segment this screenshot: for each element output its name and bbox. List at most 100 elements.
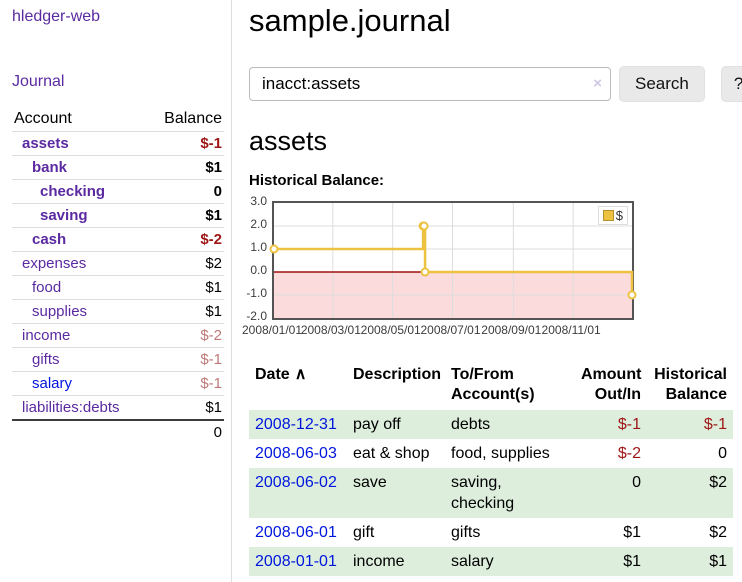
sidebar-account-link[interactable]: saving (40, 207, 88, 224)
transaction-balance: $1 (709, 553, 727, 570)
register-header-row: Date ∧ Description To/From Account(s) Amount… (249, 363, 733, 410)
x-tick-label: 2008/09/01 (481, 323, 542, 337)
transaction-amount: $1 (623, 553, 641, 570)
search-input[interactable] (249, 67, 611, 101)
y-tick-label: 3.0 (250, 194, 267, 208)
register-column-header: Amount Out/In (575, 363, 647, 410)
data-point-marker (419, 221, 429, 231)
register-table: Date ∧ Description To/From Account(s) Amount… (249, 363, 733, 576)
sidebar-account-row: liabilities:debts $1 (12, 395, 224, 420)
sidebar-account-row: cash $-2 (12, 227, 224, 252)
transaction-amount: $-1 (617, 416, 641, 433)
sidebar-account-row: salary $-1 (12, 371, 224, 396)
accounts-header-balance: Balance (164, 110, 222, 127)
sidebar-account-link[interactable]: gifts (32, 351, 60, 368)
register-row: 2008-06-02 save saving, checking 0 $2 (249, 468, 733, 518)
y-tick-label: -1.0 (246, 286, 267, 300)
transaction-date-link[interactable]: 2008-06-02 (255, 474, 337, 491)
sidebar-account-link[interactable]: cash (32, 231, 67, 248)
transaction-amount: $-2 (617, 445, 641, 462)
sidebar-account-balance: $1 (147, 155, 224, 180)
transaction-accounts: gifts (451, 524, 481, 541)
transaction-date-link[interactable]: 2008-06-03 (255, 445, 337, 462)
transaction-date-link[interactable]: 2008-12-31 (255, 416, 337, 433)
transaction-accounts: saving, checking (451, 474, 515, 512)
transaction-description: income (353, 553, 405, 570)
chart-plot-area: $ (269, 201, 637, 320)
data-point-marker (420, 267, 430, 277)
sidebar-account-row: checking 0 (12, 179, 224, 204)
sidebar-account-row: expenses $2 (12, 251, 224, 276)
register-row: 2008-12-31 pay off debts $-1 $-1 (249, 410, 733, 439)
y-tick-label: 2.0 (250, 217, 267, 231)
search-input-wrap: × (249, 67, 611, 101)
search-button[interactable]: Search (619, 66, 705, 102)
transaction-balance: $2 (709, 474, 727, 491)
register-column-header[interactable]: Date ∧ (249, 363, 347, 410)
transaction-description: eat & shop (353, 445, 430, 462)
clear-search-icon[interactable]: × (593, 75, 602, 92)
sidebar-account-link[interactable]: expenses (22, 255, 87, 272)
sidebar-account-balance: $-1 (147, 371, 224, 396)
sidebar-account-link[interactable]: bank (32, 159, 68, 176)
sidebar-account-row: food $1 (12, 275, 224, 300)
x-tick-label: 2008/05/01 (360, 323, 421, 337)
sort-asc-icon: ∧ (294, 366, 307, 383)
sidebar-account-link[interactable]: assets (22, 135, 69, 152)
brand-link[interactable]: hledger-web (12, 8, 101, 25)
register-row: 2008-06-01 gift gifts $1 $2 (249, 518, 733, 547)
transaction-date-link[interactable]: 2008-06-01 (255, 524, 337, 541)
sidebar-account-link[interactable]: supplies (32, 303, 88, 320)
sidebar-account-balance: $1 (147, 203, 224, 228)
chart-legend: $ (597, 206, 628, 225)
column-label: Description (353, 366, 442, 383)
sidebar-account-link[interactable]: income (22, 327, 71, 344)
chart-title: Historical Balance: (249, 172, 385, 189)
register-column-header: Historical Balance (647, 363, 733, 410)
column-label: Date (255, 366, 290, 383)
main-content: sample.journal × Search ? assets Histori… (232, 0, 742, 582)
x-tick-label: 2008/07/01 (420, 323, 481, 337)
sidebar-account-balance: $-2 (147, 227, 224, 252)
sidebar-account-balance: $-1 (147, 131, 224, 156)
sidebar-account-link[interactable]: checking (40, 183, 106, 200)
sidebar-item-journal[interactable]: Journal (12, 73, 65, 90)
page-title: sample.journal (249, 3, 451, 38)
help-button[interactable]: ? (720, 66, 742, 102)
sidebar-account-balance: $1 (147, 395, 224, 420)
y-tick-label: 0.0 (250, 263, 267, 277)
sidebar-account-row: gifts $-1 (12, 347, 224, 372)
register-rows: 2008-12-31 pay off debts $-1 $-1 2008-06-03 ea… (249, 410, 733, 576)
sidebar-account-balance: $2 (147, 251, 224, 276)
sidebar-account-balance: $-2 (147, 323, 224, 348)
x-tick-label: 2008/11/01 (541, 323, 601, 337)
x-tick-label: 2008/01/01 (241, 323, 303, 337)
sidebar-account-link[interactable]: liabilities:debts (22, 399, 120, 416)
transaction-date-link[interactable]: 2008-01-01 (255, 553, 337, 570)
column-label: Amount Out/In (581, 366, 642, 403)
accounts-header-account: Account (14, 110, 72, 127)
register-row: 2008-06-03 eat & shop food, supplies $-2 0 (249, 439, 733, 468)
search-form: × Search ? (249, 66, 742, 102)
sidebar-account-link[interactable]: food (32, 279, 62, 296)
register-column-header: To/From Account(s) (445, 363, 575, 410)
legend-swatch-icon (602, 210, 614, 221)
sidebar-total-balance: 0 (147, 419, 224, 444)
sidebar-account-row: assets $-1 (12, 131, 224, 156)
sidebar-account-row: saving $1 (12, 203, 224, 228)
transaction-accounts: salary (451, 553, 494, 570)
account-title: assets (249, 126, 328, 156)
transaction-balance: $-1 (703, 416, 727, 433)
transaction-amount: $1 (623, 524, 641, 541)
y-tick-label: -2.0 (246, 309, 267, 323)
sidebar: hledger-web Journal Account Balance asse… (0, 0, 232, 582)
x-tick-label: 2008/03/01 (300, 323, 361, 337)
sidebar-account-balance: 0 (147, 179, 224, 204)
sidebar-account-balance: $1 (147, 275, 224, 300)
y-tick-label: 1.0 (250, 240, 267, 254)
sidebar-account-link[interactable]: salary (32, 375, 73, 392)
transaction-balance: $2 (709, 524, 727, 541)
transaction-accounts: debts (451, 416, 491, 433)
transaction-description: gift (353, 524, 375, 541)
